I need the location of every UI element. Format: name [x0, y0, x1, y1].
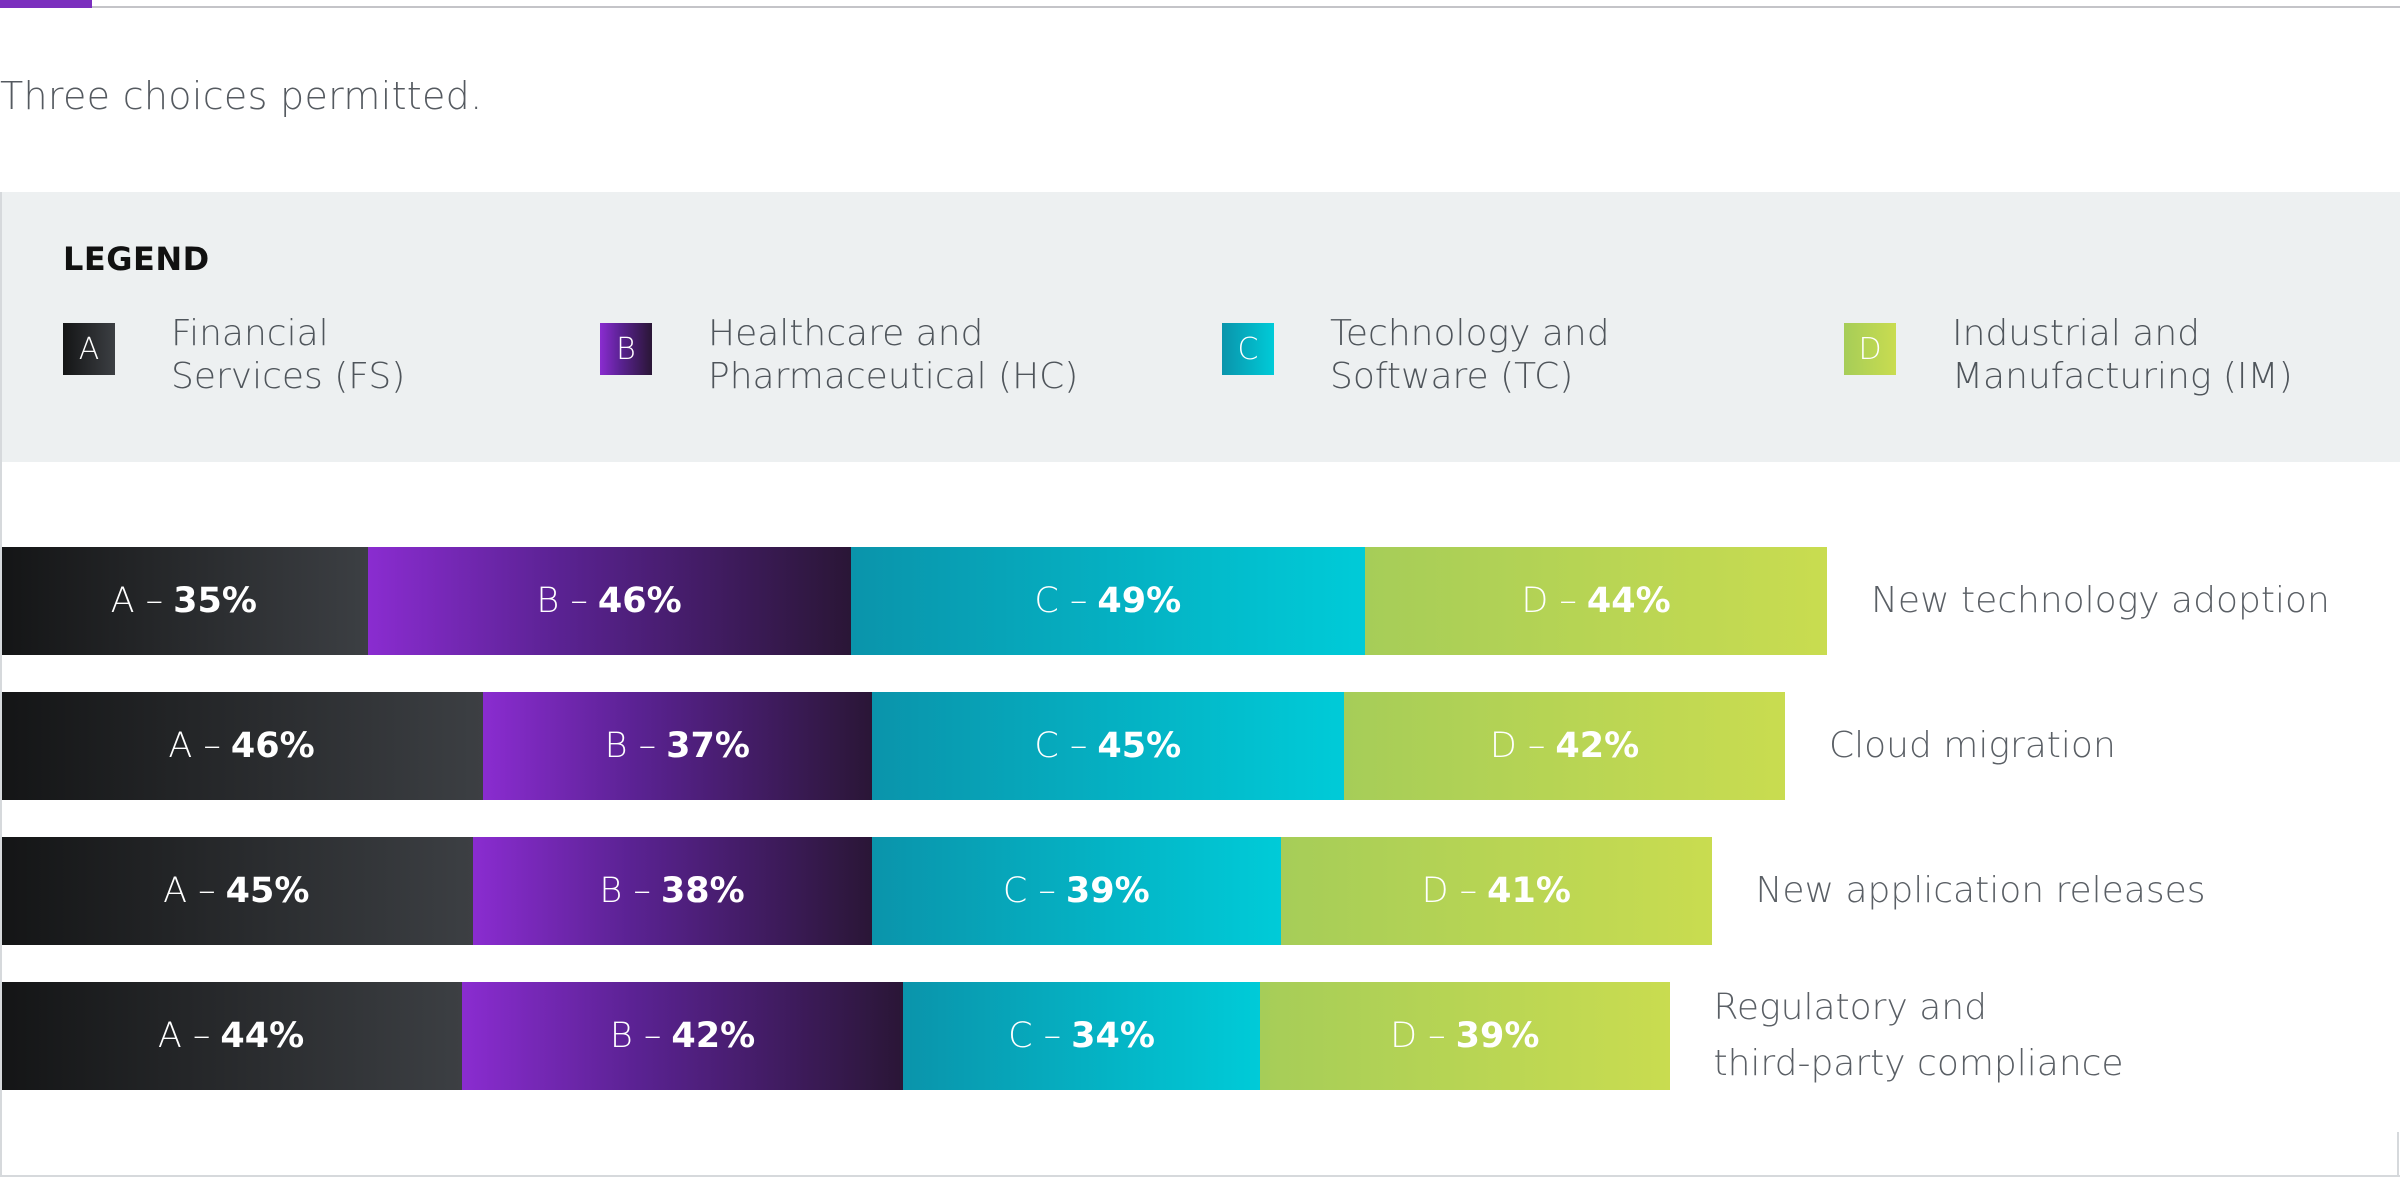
legend-swatch-c: C	[1222, 323, 1274, 375]
frame-bottom-border	[0, 1175, 2400, 1177]
row-category-label-line: third-party compliance	[1713, 1043, 2124, 1084]
bar-value-label: 42%	[671, 1016, 756, 1056]
chart-subtitle: Three choices permitted.	[0, 74, 483, 118]
bar-series-letter: B –	[536, 581, 588, 621]
bar-series-letter: B –	[609, 1016, 662, 1056]
row-category-label-3: New application releases	[1756, 863, 2206, 919]
bar-segment-d-row-3: D –41%	[1281, 837, 1712, 945]
top-accent-bar	[0, 0, 92, 8]
bar-series-letter: D –	[1489, 726, 1546, 766]
frame-left-border	[0, 192, 2, 1177]
legend-swatch-d: D	[1844, 323, 1896, 375]
legend-label-d-line1: Industrial and	[1952, 313, 2201, 354]
legend-label-c-line1: Technology and	[1330, 313, 1610, 354]
row-category-label-1: New technology adoption	[1871, 573, 2330, 629]
frame-right-border	[2397, 1132, 2399, 1177]
legend-title: LEGEND	[63, 240, 210, 278]
legend-panel	[0, 192, 2400, 462]
bar-segment-c-row-4: C –34%	[903, 982, 1260, 1090]
bar-segment-a-row-2: A –46%	[0, 692, 483, 800]
row-category-label-line: New technology adoption	[1871, 580, 2330, 621]
bar-value-label: 39%	[1065, 871, 1150, 911]
row-category-label-line: New application releases	[1755, 870, 2206, 911]
bar-series-letter: A –	[157, 1016, 211, 1056]
bar-series-letter: C –	[1008, 1016, 1062, 1056]
legend-label-a-line1: Financial	[171, 313, 329, 354]
legend-swatch-a: A	[63, 323, 115, 375]
bar-series-letter: A –	[110, 581, 164, 621]
bar-segment-b-row-4: B –42%	[462, 982, 903, 1090]
bar-series-letter: B –	[599, 871, 651, 911]
bar-segment-c-row-1: C –49%	[850, 547, 1365, 655]
bar-series-letter: A –	[163, 871, 216, 911]
bar-segment-a-row-1: A –35%	[0, 547, 368, 655]
bar-segment-c-row-3: C –39%	[871, 837, 1281, 945]
legend-swatch-b: B	[600, 323, 652, 375]
bar-segment-b-row-1: B –46%	[367, 547, 851, 655]
bar-segment-b-row-3: B –38%	[472, 837, 872, 945]
row-category-label-2: Cloud migration	[1829, 718, 2116, 774]
bar-value-label: 42%	[1555, 726, 1640, 766]
bar-value-label: 37%	[666, 726, 750, 766]
bar-segment-b-row-2: B –37%	[483, 692, 872, 800]
bar-segment-c-row-2: C –45%	[871, 692, 1344, 800]
bar-value-label: 49%	[1097, 581, 1182, 621]
bar-value-label: 38%	[660, 871, 745, 911]
bar-series-letter: C –	[1034, 581, 1088, 621]
legend-label-d: Industrial and Manufacturing (IM)	[1952, 312, 2293, 398]
legend-label-c-line2: Software (TC)	[1330, 356, 1574, 397]
bar-series-letter: D –	[1390, 1016, 1446, 1056]
legend-label-b-line1: Healthcare and	[708, 313, 984, 354]
bar-series-letter: C –	[1002, 871, 1056, 911]
row-category-label-4: Regulatory and third-party compliance	[1714, 980, 2124, 1092]
legend-label-d-line2: Manufacturing (IM)	[1952, 356, 2293, 397]
bar-series-letter: C –	[1034, 726, 1088, 766]
legend-label-a: Financial Services (FS)	[171, 312, 405, 398]
bar-segment-d-row-1: D –44%	[1365, 547, 1827, 655]
bar-segment-d-row-2: D –42%	[1344, 692, 1785, 800]
bar-segment-a-row-4: A –44%	[0, 982, 462, 1090]
bar-value-label: 41%	[1487, 871, 1571, 911]
bar-value-label: 39%	[1455, 1016, 1540, 1056]
legend-label-b-line2: Pharmaceutical (HC)	[708, 356, 1079, 397]
bar-value-label: 45%	[1097, 726, 1182, 766]
bar-series-letter: D –	[1421, 871, 1478, 911]
bar-segment-a-row-3: A –45%	[0, 837, 473, 945]
bar-value-label: 35%	[173, 581, 257, 621]
bar-series-letter: B –	[604, 726, 657, 766]
bar-value-label: 44%	[1586, 581, 1671, 621]
bar-series-letter: A –	[168, 726, 221, 766]
bar-segment-d-row-4: D –39%	[1260, 982, 1670, 1090]
row-category-label-line: Cloud migration	[1829, 725, 2116, 766]
bar-series-letter: D –	[1521, 581, 1577, 621]
legend-label-a-line2: Services (FS)	[171, 356, 406, 397]
bar-value-label: 46%	[597, 581, 682, 621]
bar-value-label: 45%	[225, 871, 310, 911]
legend-label-c: Technology and Software (TC)	[1330, 312, 1610, 398]
bar-value-label: 46%	[230, 726, 315, 766]
row-category-label-line: Regulatory and	[1713, 987, 1987, 1028]
bar-value-label: 44%	[220, 1016, 305, 1056]
top-rule	[0, 6, 2400, 8]
legend-label-b: Healthcare and Pharmaceutical (HC)	[708, 312, 1078, 398]
bar-value-label: 34%	[1071, 1016, 1155, 1056]
